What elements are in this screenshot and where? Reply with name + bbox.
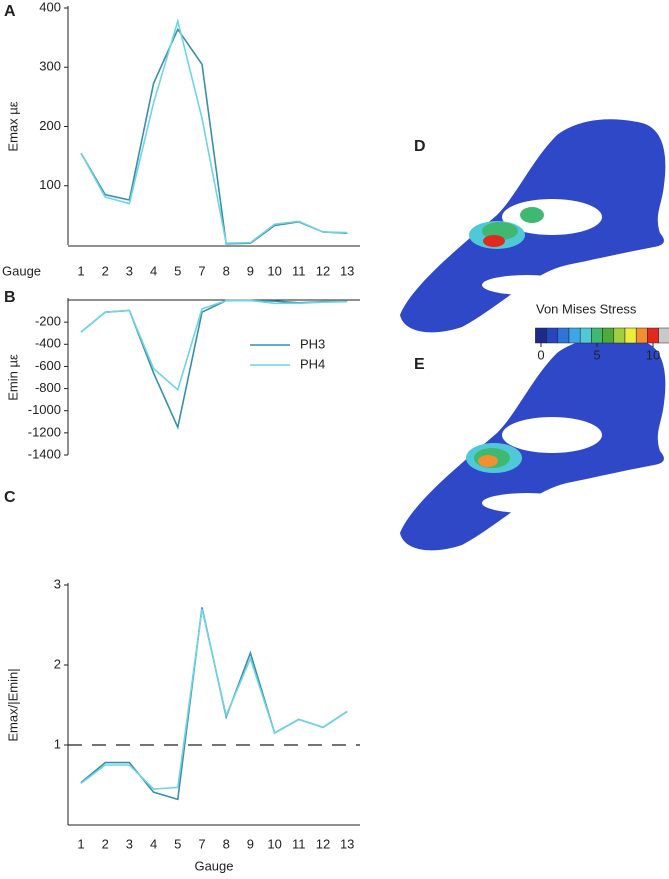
x-axis-label: Gauge: [2, 263, 41, 278]
x-tick-label: 3: [126, 263, 133, 278]
x-tick-label: 2: [102, 263, 109, 278]
colorbar-cell: [579, 327, 592, 344]
x-tick-label: 8: [223, 263, 230, 278]
x-tick-label: 10: [267, 263, 281, 278]
y-tick-label: 3: [54, 576, 61, 591]
colorbar-cell: [535, 327, 547, 344]
colorbar-tick-label: 10: [646, 347, 660, 362]
y-tick-label: -200: [35, 314, 61, 329]
x-tick-label: 3: [126, 836, 133, 851]
panel-label: B: [4, 289, 16, 306]
y-axis-label: Emin µε: [5, 354, 20, 401]
series-line: [80, 607, 348, 801]
x-tick-label: 2: [102, 836, 109, 851]
x-tick-label: 8: [223, 836, 230, 851]
colorbar-cell: [557, 327, 570, 344]
y-axis-label: Emax µε: [5, 101, 20, 151]
x-tick-label: 12: [316, 263, 330, 278]
y-tick-label: 300: [39, 59, 61, 74]
stress-patch: [483, 235, 505, 247]
y-tick-label: -1200: [28, 424, 61, 439]
x-tick-label: 4: [150, 836, 157, 851]
x-axis-label: Gauge: [194, 858, 233, 873]
y-tick-label: 100: [39, 177, 61, 192]
x-tick-label: 11: [292, 263, 306, 278]
colorbar-cell: [647, 327, 659, 344]
x-tick-label: 7: [198, 263, 205, 278]
panel-label: D: [414, 138, 426, 155]
stress-patch: [520, 207, 544, 223]
series-line: [80, 17, 348, 245]
y-tick-label: -1000: [28, 402, 61, 417]
y-tick-label: -400: [35, 336, 61, 351]
colorbar-cell: [658, 327, 669, 344]
x-tick-label: 7: [198, 836, 205, 851]
colorbar-cell: [568, 327, 581, 344]
skull-opening: [502, 417, 602, 453]
colorbar-title: Von Mises Stress: [536, 301, 637, 316]
colorbar-cell: [602, 327, 615, 344]
series-line: [80, 27, 348, 245]
series-line: [80, 299, 348, 392]
y-tick-label: -800: [35, 380, 61, 395]
x-tick-label: 4: [150, 263, 157, 278]
x-tick-label: 10: [267, 836, 281, 851]
legend-label: PH3: [300, 336, 325, 351]
x-tick-label: 13: [340, 836, 354, 851]
colorbar-cell: [591, 327, 603, 344]
panel-label: E: [414, 356, 425, 373]
y-tick-label: 1: [54, 736, 61, 751]
x-tick-label: 1: [77, 836, 84, 851]
x-tick-label: 5: [174, 263, 181, 278]
panel-label: C: [4, 489, 16, 506]
colorbar-cell: [546, 327, 559, 344]
y-tick-label: -600: [35, 358, 61, 373]
x-tick-label: 9: [247, 836, 254, 851]
y-axis-label: Emax/|Emin|: [5, 668, 20, 741]
colorbar-tick-label: 5: [593, 347, 600, 362]
legend-label: PH4: [300, 356, 325, 371]
colorbar-cell: [624, 327, 637, 344]
x-tick-label: 5: [174, 836, 181, 851]
x-tick-label: 9: [247, 263, 254, 278]
colorbar-cell: [613, 327, 626, 344]
x-tick-label: 12: [316, 836, 330, 851]
skull-e: E: [400, 337, 666, 551]
x-tick-label: 11: [292, 836, 306, 851]
y-tick-label: 400: [39, 0, 61, 14]
y-tick-label: 2: [54, 656, 61, 671]
colorbar-cell: [635, 327, 648, 344]
colorbar-tick-label: 0: [537, 347, 544, 362]
series-line: [80, 608, 348, 790]
skull-d: D: [400, 119, 666, 333]
stress-patch: [478, 455, 498, 467]
skull-opening: [482, 275, 572, 295]
panel-label: A: [4, 3, 16, 20]
x-tick-label: 13: [340, 263, 354, 278]
y-tick-label: 200: [39, 118, 61, 133]
x-tick-label: 1: [77, 263, 84, 278]
skull-opening: [482, 493, 572, 513]
y-tick-label: -1400: [28, 446, 61, 461]
